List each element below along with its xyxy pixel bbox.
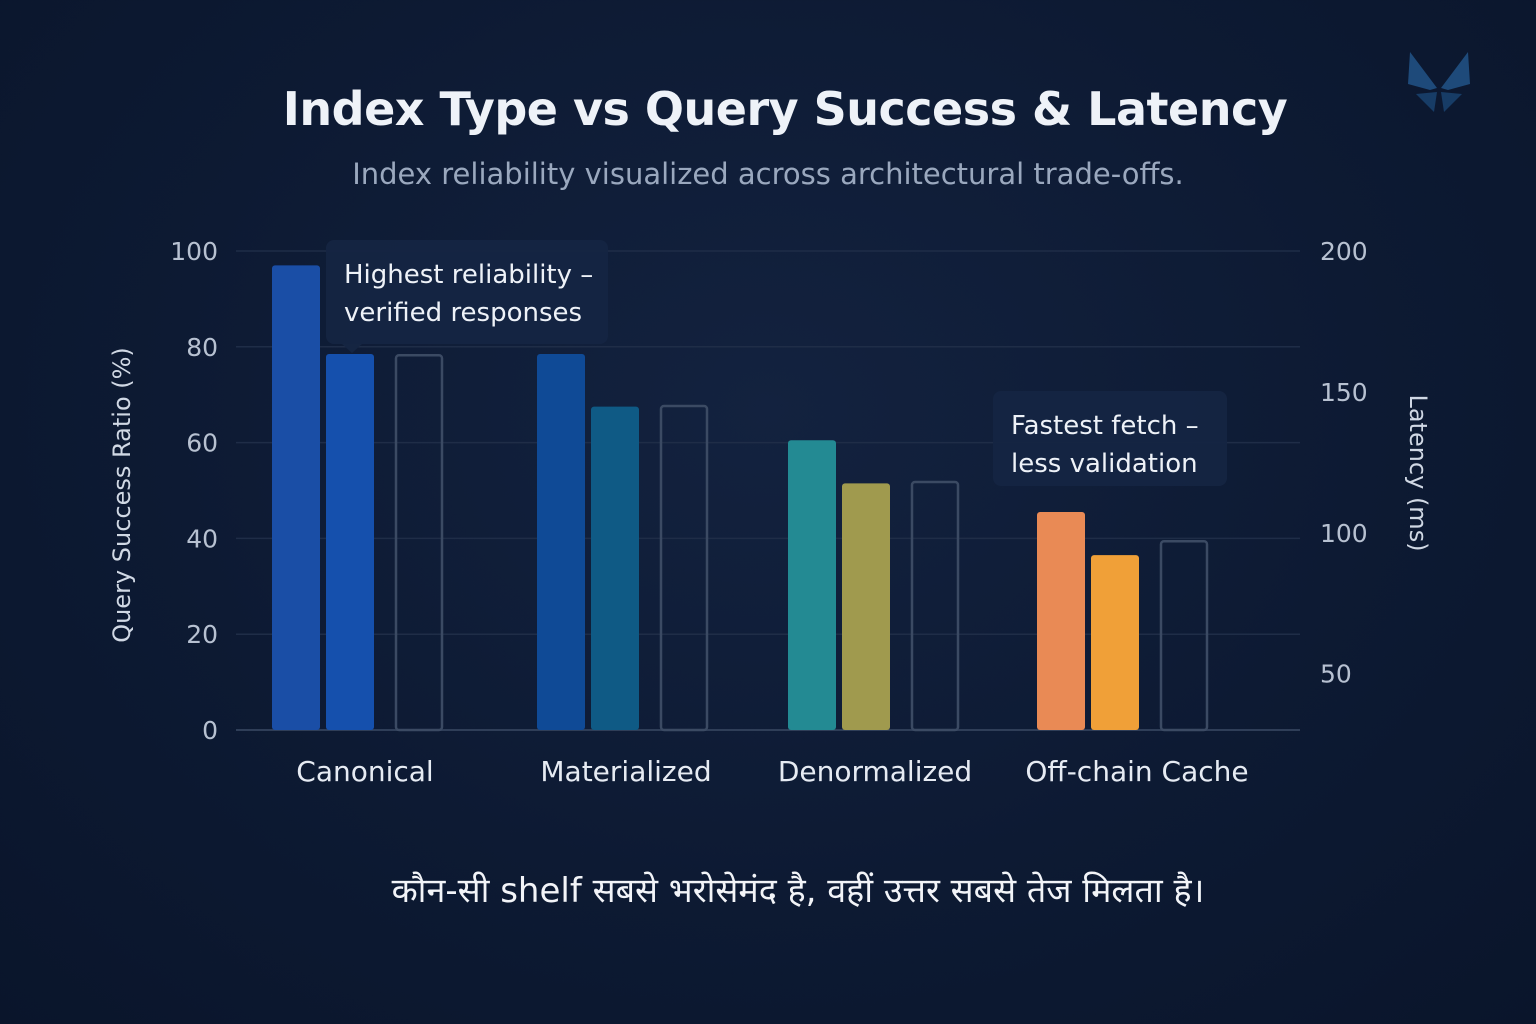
y-tick-left: 60: [186, 429, 218, 458]
annotation-text: verified responses: [344, 298, 582, 328]
x-tick-label: Canonical: [296, 755, 433, 788]
butterfly-logo-icon: [1408, 52, 1470, 112]
y-tick-right: 50: [1320, 660, 1352, 689]
bar-latency-outline: [659, 404, 709, 732]
bar-success-secondary: [842, 483, 890, 730]
y-tick-right: 100: [1320, 519, 1368, 548]
bar-latency-outline: [394, 354, 444, 732]
bar-latency-outline: [910, 480, 960, 732]
annotation-text: Fastest fetch –: [1011, 411, 1199, 441]
bar-success-primary: [537, 353, 585, 730]
y-tick-left: 100: [170, 237, 218, 266]
footer-caption: कौन-सी shelf सबसे भरोसेमंद है, वहीं उत्त…: [391, 871, 1205, 911]
chart-title: Index Type vs Query Success & Latency: [282, 82, 1288, 136]
bar-success-primary: [788, 440, 836, 730]
y-tick-right: 150: [1320, 378, 1368, 407]
annotation-pointer: [342, 344, 362, 353]
annotation-box: [326, 240, 608, 344]
x-tick-label: Denormalized: [778, 755, 972, 788]
y-axis-title-left: Query Success Ratio (%): [108, 347, 136, 643]
bar-success-primary: [1037, 512, 1085, 730]
y-tick-left: 0: [202, 716, 218, 745]
annotation-box: [993, 391, 1227, 486]
annotation-text: Highest reliability –: [344, 260, 593, 290]
x-tick-label: Off-chain Cache: [1025, 755, 1248, 788]
bar-latency-outline: [1159, 539, 1209, 732]
bar-success-secondary: [591, 406, 639, 730]
bar-success-secondary: [326, 353, 374, 730]
bar-success-secondary: [1091, 555, 1139, 730]
y-tick-right: 200: [1320, 237, 1368, 266]
x-tick-label: Materialized: [540, 755, 711, 788]
y-axis-title-right: Latency (ms): [1404, 394, 1432, 551]
bar-success-primary: [272, 265, 320, 730]
y-tick-left: 80: [186, 333, 218, 362]
y-tick-left: 20: [186, 620, 218, 649]
chart-subtitle: Index reliability visualized across arch…: [352, 157, 1184, 191]
y-tick-left: 40: [186, 524, 218, 553]
annotation-text: less validation: [1011, 449, 1198, 479]
